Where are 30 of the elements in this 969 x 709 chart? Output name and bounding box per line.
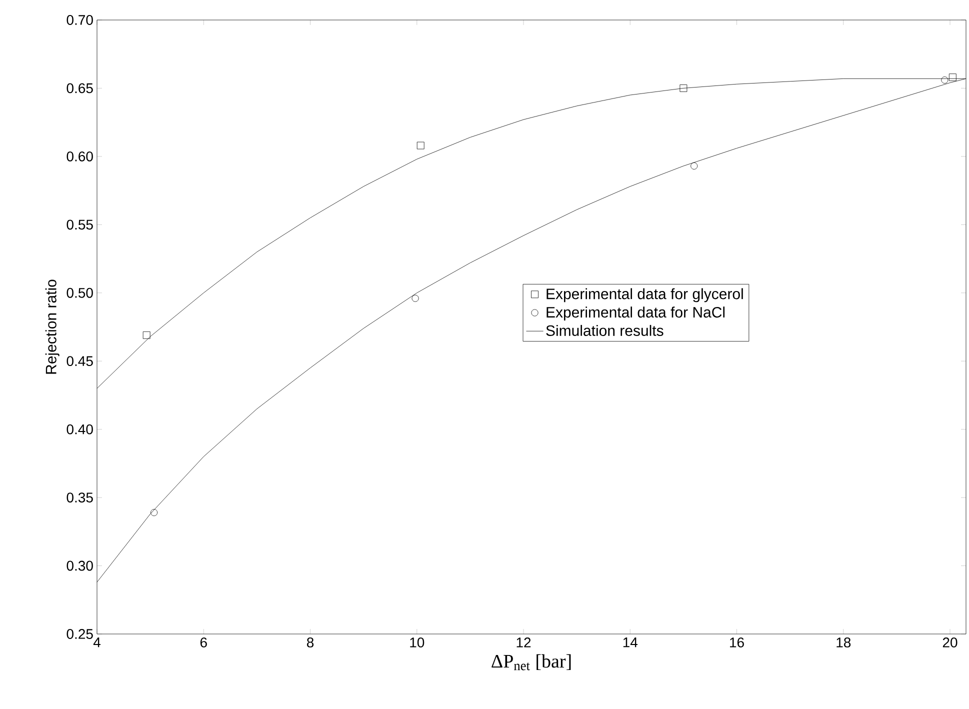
point (150, 509, 158, 516)
y-tick-label: 0.65 (66, 83, 93, 94)
y-tick-label: 0.60 (66, 151, 93, 162)
point (680, 84, 688, 92)
x-tick-label: 10 (410, 638, 424, 648)
y-tick-label: 0.25 (66, 629, 93, 639)
x-axis-title: ΔP$_{net}$ [bar] (492, 654, 571, 670)
y-tick-label: 0.45 (66, 356, 93, 366)
x-tick-label: 18 (836, 638, 851, 648)
point (416, 142, 424, 150)
y-tick-label: 0.50 (66, 288, 93, 298)
x-tick-label: 6 (200, 638, 207, 648)
y-tick-label: 0.55 (66, 220, 93, 230)
y-tick-label: 0.70 (66, 15, 93, 25)
point (142, 331, 150, 339)
y-axis-title: Rejection ratio (45, 280, 60, 374)
x-tick-label: 4 (93, 638, 100, 648)
x-tick-label: 16 (730, 638, 744, 648)
y-tick-label: 0.30 (66, 560, 93, 571)
legend-label: Experimental data for NaCl (546, 306, 725, 321)
x-tick-label: 20 (942, 638, 958, 648)
x-tick-label: 14 (623, 638, 638, 648)
x-tick-label: 12 (516, 638, 531, 648)
x-tick-label: 8 (306, 638, 314, 648)
legend-label: Experimental data for glycerol (546, 288, 743, 302)
legend-label: Simulation results (546, 324, 664, 336)
point (690, 162, 698, 170)
point (412, 294, 419, 302)
y-tick-label: 0.35 (66, 492, 93, 503)
y-tick-label: 0.40 (66, 424, 93, 434)
